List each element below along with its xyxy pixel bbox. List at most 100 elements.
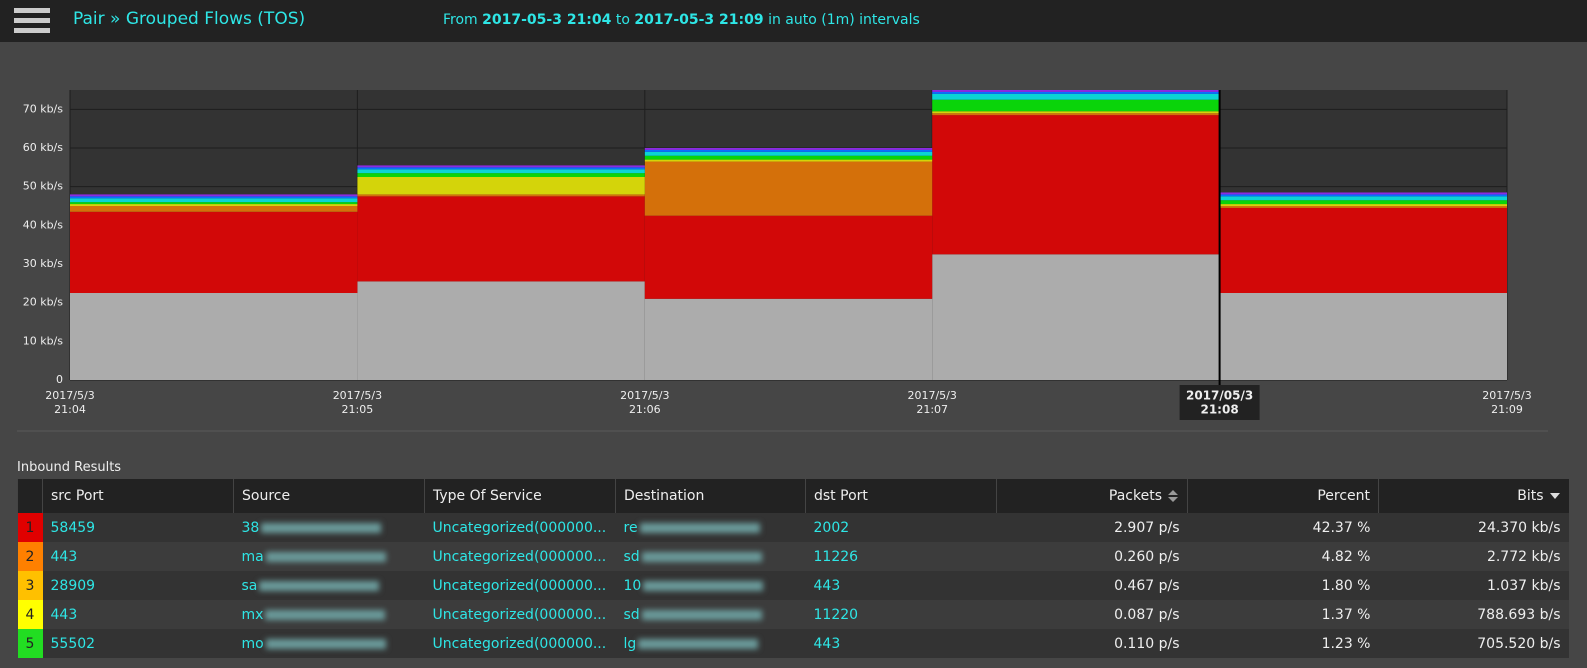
cell-text: sa <box>241 577 258 594</box>
cell-text: 443 <box>50 606 78 623</box>
area-segment <box>70 194 358 197</box>
redacted <box>643 580 764 591</box>
area-segment <box>70 293 358 380</box>
table-cell: Uncategorized(000000... <box>424 571 616 600</box>
table-cell: 11220 <box>805 600 997 629</box>
column-header: src Port <box>42 479 234 513</box>
cell-text: 1.37 % <box>1321 606 1371 623</box>
table-cell: Uncategorized(000000... <box>424 542 616 571</box>
table-row: 5 55502 mo Uncategorized(000000... lg 443 0.11… <box>17 629 1569 658</box>
table-cell: 10 <box>615 571 806 600</box>
area-segment <box>1219 204 1507 206</box>
cell-text: ma <box>241 548 264 565</box>
text: to <box>615 12 630 28</box>
cell-text: lg <box>623 635 637 652</box>
from-time: 2017-05-3 21:04 <box>482 12 612 28</box>
area-segment <box>644 298 933 380</box>
table-cell: 443 <box>805 571 997 600</box>
table-cell: 443 <box>42 600 234 629</box>
page-title: Pair » Grouped Flows (TOS) <box>73 9 306 29</box>
cell-text: 10 <box>623 577 642 594</box>
cell-text: mx <box>241 606 264 623</box>
area-segment <box>70 198 358 203</box>
area-segment <box>1219 293 1507 380</box>
rank-cell: 4 <box>17 600 43 629</box>
table-title: Inbound Results <box>17 460 122 475</box>
column-label: Destination <box>624 488 705 504</box>
sort-icon[interactable] <box>1167 489 1179 503</box>
time-range: From 2017-05-3 21:04 to 2017-05-3 21:09 … <box>443 12 920 28</box>
table-cell: lg <box>615 629 806 658</box>
column-header: Type Of Service <box>424 479 616 513</box>
cell-text: 2.772 kb/s <box>1486 548 1561 565</box>
table-cell: 2.772 kb/s <box>1378 542 1569 571</box>
area-segment <box>644 148 933 150</box>
x-tick-time: 21:06 <box>629 403 661 416</box>
area-segment <box>932 115 1220 255</box>
table-cell: 0.467 p/s <box>996 571 1188 600</box>
redacted <box>261 522 382 533</box>
rank-cell: 1 <box>17 513 43 542</box>
area-segment <box>644 161 933 216</box>
table-cell: re <box>615 513 806 542</box>
header-row: src Port Source Type Of Service Destination… <box>17 479 1569 513</box>
area-segment <box>70 202 358 205</box>
cell-text: 11226 <box>813 548 859 565</box>
cell-text: re <box>623 519 638 536</box>
redacted <box>638 638 759 649</box>
x-tick-time: 21:05 <box>342 403 374 416</box>
area-segment <box>644 151 933 156</box>
table-cell: sa <box>233 571 425 600</box>
redacted <box>641 551 762 562</box>
area-segment <box>644 155 933 160</box>
redacted <box>265 551 386 562</box>
header: Pair » Grouped Flows (TOS) From 2017-05-… <box>0 0 1587 42</box>
cell-text: 4.82 % <box>1321 548 1371 565</box>
table-cell: 443 <box>805 629 997 658</box>
y-tick-label: 0 <box>56 373 63 386</box>
area-segment <box>932 91 1220 94</box>
area-segment <box>70 206 358 212</box>
area-segment <box>357 167 645 170</box>
chart: 0 10 kb/s 20 kb/s 30 kb/s 40 kb/s 50 kb/s 60 k… <box>17 90 1548 432</box>
area-segment <box>1219 196 1507 201</box>
menu-icon[interactable] <box>14 6 54 36</box>
column-label: Source <box>242 488 291 504</box>
x-tick-date: 2017/5/3 <box>907 389 956 402</box>
redacted <box>265 609 386 620</box>
table-cell: sd <box>615 542 806 571</box>
cell-text: sd <box>623 606 640 623</box>
area-segment <box>70 196 358 199</box>
redacted <box>265 638 386 649</box>
cell-text: 2.907 p/s <box>1114 519 1180 536</box>
area-segment <box>932 93 1220 100</box>
column-header: Source <box>233 479 425 513</box>
x-tick-time: 21:07 <box>916 403 948 416</box>
column-label: Percent <box>1317 488 1370 504</box>
table-cell: 0.260 p/s <box>996 542 1188 571</box>
hover-time: 21:08 <box>1200 403 1238 417</box>
table-cell: 1.23 % <box>1187 629 1379 658</box>
rank-cell: 3 <box>17 571 43 600</box>
area-segment <box>644 159 933 162</box>
cell-text: 0.260 p/s <box>1114 548 1180 565</box>
rank-header <box>17 479 43 513</box>
redacted <box>259 580 380 591</box>
cell-text: 1.80 % <box>1321 577 1371 594</box>
table-cell: 1.037 kb/s <box>1378 571 1569 600</box>
area-segment <box>357 196 645 282</box>
cell-text: mo <box>241 635 264 652</box>
cell-text: sd <box>623 548 640 565</box>
table-cell: 28909 <box>42 571 234 600</box>
area-segment <box>932 113 1220 116</box>
area-segment <box>932 254 1220 380</box>
sort-desc-icon[interactable] <box>1549 491 1561 501</box>
area-segment <box>357 177 645 195</box>
y-tick-label: 40 kb/s <box>23 218 64 231</box>
area-segment <box>644 215 933 299</box>
table-cell: 788.693 b/s <box>1378 600 1569 629</box>
y-tick-label: 70 kb/s <box>23 102 64 115</box>
column-label: Packets <box>1108 488 1162 504</box>
y-tick-label: 10 kb/s <box>23 334 64 347</box>
table-cell: 1.37 % <box>1187 600 1379 629</box>
